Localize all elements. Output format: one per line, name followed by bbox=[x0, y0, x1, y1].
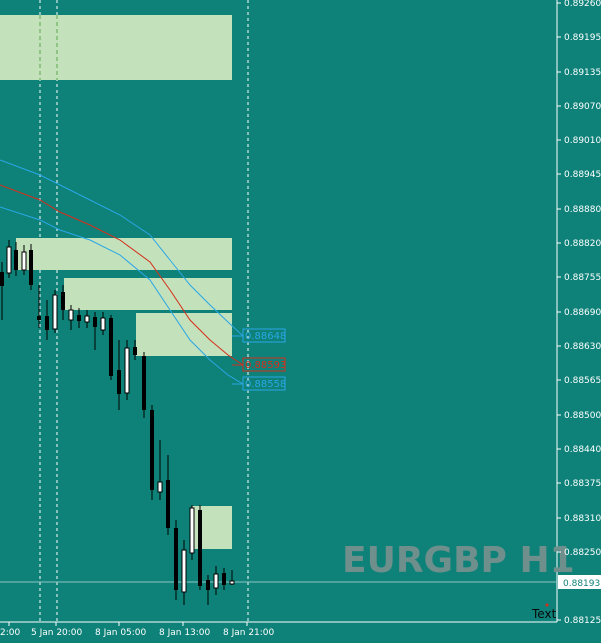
indicator-tag-middle[interactable]: 0.88593 bbox=[232, 357, 286, 372]
price-label: 0.88125 bbox=[564, 616, 601, 626]
zone-rectangle[interactable] bbox=[64, 278, 232, 310]
price-label: 0.88440 bbox=[564, 445, 601, 455]
candle bbox=[117, 370, 121, 394]
symbol-watermark: EURGBP H1 bbox=[342, 540, 575, 581]
candle bbox=[93, 317, 97, 327]
candle bbox=[157, 481, 163, 493]
candle bbox=[77, 315, 81, 321]
lower-band-line bbox=[0, 206, 244, 385]
time-label: 8 Jan 05:00 bbox=[95, 628, 147, 638]
candle bbox=[29, 250, 33, 285]
price-label: 0.89010 bbox=[564, 136, 601, 146]
time-label: 8 Jan 13:00 bbox=[159, 628, 211, 638]
candles bbox=[0, 240, 235, 605]
candle bbox=[213, 573, 219, 589]
candle bbox=[68, 309, 74, 321]
zone-rectangle[interactable] bbox=[0, 15, 232, 80]
time-axis[interactable]: 2:00 5 Jan 20:00 8 Jan 05:00 8 Jan 13:00… bbox=[0, 622, 275, 638]
price-label: 0.88820 bbox=[564, 239, 601, 249]
indicator-tag-upper[interactable]: 0.88648 bbox=[232, 328, 286, 343]
candle bbox=[181, 549, 187, 593]
candle bbox=[222, 573, 226, 585]
candle bbox=[84, 315, 90, 323]
candle bbox=[37, 316, 41, 320]
price-label: 0.88565 bbox=[564, 376, 601, 386]
price-axis[interactable]: 0.89260 0.89195 0.89135 0.89070 0.89010 … bbox=[557, 0, 601, 626]
candle bbox=[6, 246, 12, 274]
price-label: 0.88945 bbox=[564, 170, 601, 180]
price-label: 0.89195 bbox=[564, 33, 601, 43]
time-label: 5 Jan 20:00 bbox=[31, 628, 83, 638]
candle bbox=[133, 347, 137, 355]
candle bbox=[0, 272, 4, 286]
indicator-tag-lower[interactable]: 0.88558 bbox=[232, 376, 286, 391]
candle bbox=[229, 580, 235, 585]
zone-rectangle[interactable] bbox=[136, 313, 232, 356]
candle bbox=[21, 251, 27, 271]
candle bbox=[198, 510, 202, 586]
upper-band-line bbox=[0, 159, 244, 337]
lower-band-value: 0.88558 bbox=[245, 379, 286, 390]
candle bbox=[166, 480, 170, 528]
candle bbox=[189, 507, 195, 554]
price-label: 0.88500 bbox=[564, 411, 601, 421]
price-label: 0.88630 bbox=[564, 342, 601, 352]
time-label: 2:00 bbox=[0, 628, 20, 638]
text-object-anchor[interactable] bbox=[545, 603, 549, 607]
candle bbox=[206, 580, 210, 590]
price-label: 0.88250 bbox=[564, 548, 601, 558]
candle bbox=[14, 250, 18, 270]
price-label: 0.88690 bbox=[564, 308, 601, 318]
price-label: 0.89070 bbox=[564, 102, 601, 112]
price-label: 0.88755 bbox=[564, 273, 601, 283]
candle bbox=[124, 347, 130, 394]
price-label: 0.89260 bbox=[564, 0, 601, 9]
candle bbox=[52, 294, 58, 330]
time-label: 8 Jan 21:00 bbox=[223, 628, 275, 638]
candle bbox=[45, 316, 49, 330]
price-label: 0.88375 bbox=[564, 479, 601, 489]
price-label: 0.88310 bbox=[564, 514, 601, 524]
price-label: 0.89135 bbox=[564, 68, 601, 78]
candle bbox=[174, 528, 178, 590]
middle-ma-value: 0.88593 bbox=[245, 360, 286, 371]
price-label: 0.88880 bbox=[564, 205, 601, 215]
candle bbox=[142, 356, 146, 410]
candle bbox=[100, 317, 106, 331]
current-price-marker: 0.88193 bbox=[558, 575, 601, 589]
upper-band-value: 0.88648 bbox=[245, 331, 286, 342]
middle-ma-line bbox=[0, 184, 244, 366]
text-object[interactable]: Text bbox=[531, 607, 557, 621]
candle bbox=[109, 318, 113, 376]
candle bbox=[150, 410, 154, 490]
candle bbox=[61, 292, 65, 310]
current-price-label: 0.88193 bbox=[563, 579, 600, 589]
